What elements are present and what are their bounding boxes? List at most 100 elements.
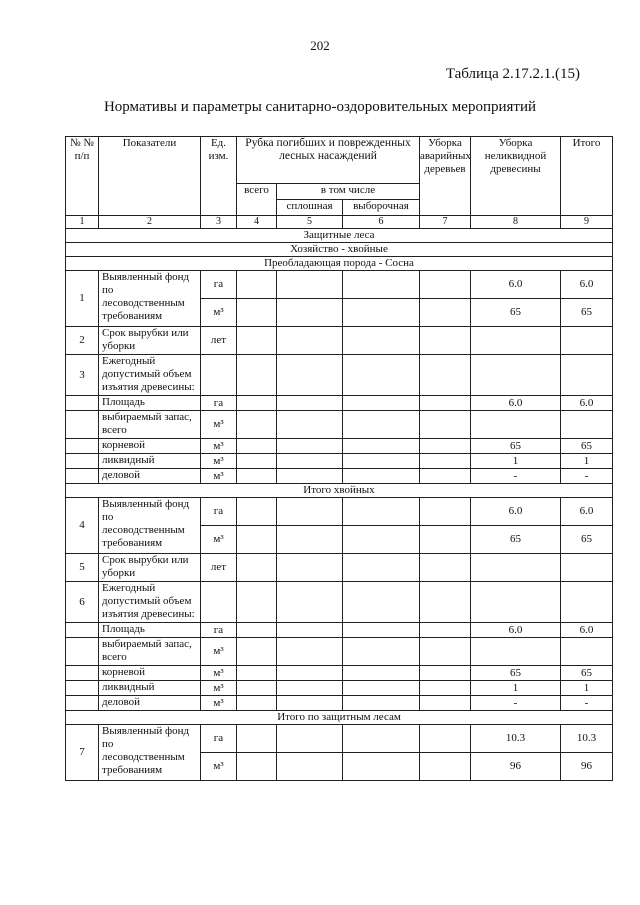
value-cell <box>419 525 471 554</box>
row-number <box>65 453 99 469</box>
row-number <box>65 695 99 711</box>
value-cell: 65 <box>470 665 561 681</box>
value-cell <box>419 637 471 666</box>
table-caption: Таблица 2.17.2.1.(15) <box>445 66 580 82</box>
value-cell: 10.3 <box>560 724 613 753</box>
value-cell <box>276 468 343 484</box>
page-title: Нормативы и параметры санитарно-оздорови… <box>103 99 537 115</box>
value-cell <box>419 724 471 753</box>
column-number: 5 <box>276 215 343 229</box>
value-cell <box>419 354 471 396</box>
value-cell <box>470 410 561 439</box>
value-cell: 65 <box>560 525 613 554</box>
indicator-label: Ежегодный допустимый объем изъятия древе… <box>98 581 201 623</box>
value-cell: 1 <box>560 453 613 469</box>
table-row: 7 Выявленный фонд по лесоводственным треб… <box>65 724 613 781</box>
value-cell <box>419 680 471 696</box>
value-cell: 6.0 <box>560 395 613 411</box>
value-cell <box>276 326 343 355</box>
header-col-total: Итого <box>560 136 613 216</box>
value-cell <box>342 298 420 327</box>
page-number: 202 <box>310 38 330 53</box>
value-cell <box>276 453 343 469</box>
table-row: ликвидный м³ 1 1 <box>65 680 613 696</box>
value-cell <box>560 326 613 355</box>
table-row: Площадь га 6.0 6.0 <box>65 622 613 638</box>
row-number <box>65 680 99 696</box>
column-number: 9 <box>560 215 613 229</box>
value-cell <box>276 622 343 638</box>
value-cell <box>276 270 343 299</box>
value-cell <box>342 680 420 696</box>
row-number <box>65 665 99 681</box>
value-cell <box>419 326 471 355</box>
indicator-label: ликвидный <box>98 680 201 696</box>
table-row: м³ 65 65 <box>66 525 613 554</box>
value-cell <box>342 497 420 526</box>
value-cell <box>236 395 277 411</box>
value-cell <box>560 410 613 439</box>
value-cell <box>560 553 613 582</box>
row-number <box>65 622 99 638</box>
row-number: 1 <box>65 270 99 327</box>
norms-table: № № п/п Показатели Ед. изм. Рубка погибш… <box>65 136 613 781</box>
table-row: корневой м³ 65 65 <box>65 665 613 681</box>
header-col-selective: выборочная <box>342 199 420 216</box>
value-cell <box>419 468 471 484</box>
value-cell <box>276 637 343 666</box>
table-row: 3 Ежегодный допустимый объем изъятия древ… <box>65 354 613 396</box>
value-cell <box>276 581 343 623</box>
value-cell <box>560 354 613 396</box>
indicator-label: Срок вырубки или уборки <box>98 553 201 582</box>
value-cell <box>276 665 343 681</box>
value-cell <box>342 326 420 355</box>
unit-cell: м³ <box>200 680 237 696</box>
value-cell <box>419 553 471 582</box>
row-number: 2 <box>65 326 99 355</box>
value-cell <box>470 637 561 666</box>
value-cell <box>342 553 420 582</box>
value-cell <box>342 752 420 781</box>
unit-cell: га <box>200 724 237 753</box>
header-col-illiquid: Уборка неликвидной древесины <box>470 136 561 216</box>
table-row: 2 Срок вырубки или уборки лет <box>65 326 613 355</box>
value-cell: 96 <box>560 752 613 781</box>
column-number: 3 <box>200 215 237 229</box>
value-cell <box>342 354 420 396</box>
column-number: 1 <box>65 215 99 229</box>
unit-cell: м³ <box>200 298 237 327</box>
column-number: 6 <box>342 215 420 229</box>
value-cell <box>342 665 420 681</box>
value-cell <box>276 438 343 454</box>
table-row: деловой м³ - - <box>65 695 613 711</box>
unit-cell: м³ <box>200 453 237 469</box>
column-number: 4 <box>236 215 277 229</box>
value-cell: - <box>470 695 561 711</box>
value-cell <box>342 270 420 299</box>
value-cell: 65 <box>470 298 561 327</box>
value-cell <box>276 752 343 781</box>
value-cell <box>276 680 343 696</box>
value-cell: 1 <box>470 680 561 696</box>
value-cell <box>236 354 277 396</box>
indicator-label: Срок вырубки или уборки <box>98 326 201 355</box>
indicator-label: Площадь <box>98 622 201 638</box>
value-cell: 6.0 <box>560 270 613 299</box>
row-number <box>65 637 99 666</box>
unit-cell: га <box>200 622 237 638</box>
value-cell <box>419 453 471 469</box>
value-cell <box>419 695 471 711</box>
value-cell <box>236 752 277 781</box>
value-cell <box>276 298 343 327</box>
value-cell <box>236 637 277 666</box>
column-number: 8 <box>470 215 561 229</box>
section-title: Хозяйство - хвойные <box>65 242 613 257</box>
value-cell <box>236 298 277 327</box>
section-row: Преобладающая порода - Сосна <box>65 256 613 271</box>
row-number <box>65 410 99 439</box>
header-col-all: всего <box>236 183 277 216</box>
value-cell <box>419 410 471 439</box>
indicator-label: выбираемый запас, всего <box>98 410 201 439</box>
table-body: Защитные леса Хозяйство - хвойные Преоблад… <box>65 228 613 781</box>
value-cell <box>276 553 343 582</box>
